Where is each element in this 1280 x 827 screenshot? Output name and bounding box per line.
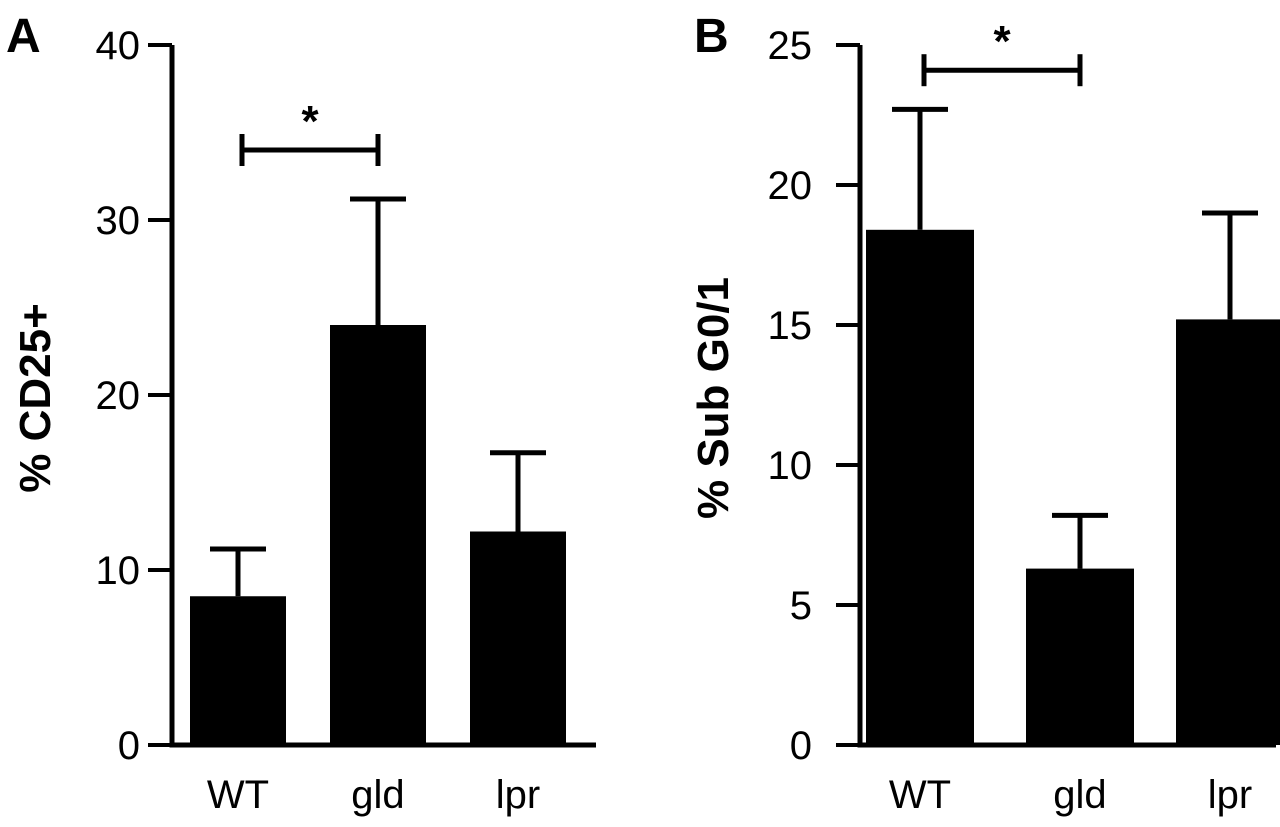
panel-a-letter: A — [6, 10, 41, 63]
panel-b-y-tick-label: 25 — [768, 24, 813, 68]
panel-b-bar-lpr — [1176, 319, 1280, 745]
panel-a-y-tick-label: 20 — [96, 374, 141, 418]
panel-a: A % CD25+ 0 10 20 30 40 WT gld lpr * — [6, 10, 596, 817]
panel-b-bar-wt — [866, 229, 974, 746]
panel-b-significance-label: * — [993, 17, 1011, 66]
panel-b-bar-gld — [1026, 568, 1134, 745]
panel-a-x-tick-label: WT — [207, 773, 269, 817]
panel-b: B % Sub G0/1 0 5 10 15 20 25 WT gld lpr * — [689, 10, 1280, 817]
panel-a-bar-lpr — [470, 531, 566, 745]
panel-a-y-tick-label: 10 — [96, 549, 141, 593]
panel-b-y-tick-label: 10 — [768, 444, 813, 488]
panel-a-x-tick-label: gld — [351, 773, 404, 817]
panel-b-x-tick-label: gld — [1053, 773, 1106, 817]
panel-b-y-tick-label: 0 — [790, 724, 812, 768]
panel-b-x-tick-label: WT — [889, 773, 951, 817]
panel-a-significance-label: * — [301, 97, 319, 146]
panel-a-y-tick-label: 0 — [118, 724, 140, 768]
panel-b-y-tick-label: 5 — [790, 584, 812, 628]
panel-b-letter: B — [694, 10, 729, 63]
panel-b-y-axis-label: % Sub G0/1 — [689, 277, 738, 519]
panel-a-y-axis-label: % CD25+ — [11, 303, 60, 493]
panel-a-bar-gld — [330, 325, 426, 745]
panel-b-y-tick-label: 20 — [768, 164, 813, 208]
panel-a-y-tick-label: 40 — [96, 24, 141, 68]
panel-a-y-tick-label: 30 — [96, 199, 141, 243]
panel-a-x-tick-label: lpr — [496, 773, 540, 817]
panel-b-x-tick-label: lpr — [1208, 773, 1252, 817]
panel-a-bar-wt — [190, 596, 286, 745]
panel-b-y-tick-label: 15 — [768, 304, 813, 348]
